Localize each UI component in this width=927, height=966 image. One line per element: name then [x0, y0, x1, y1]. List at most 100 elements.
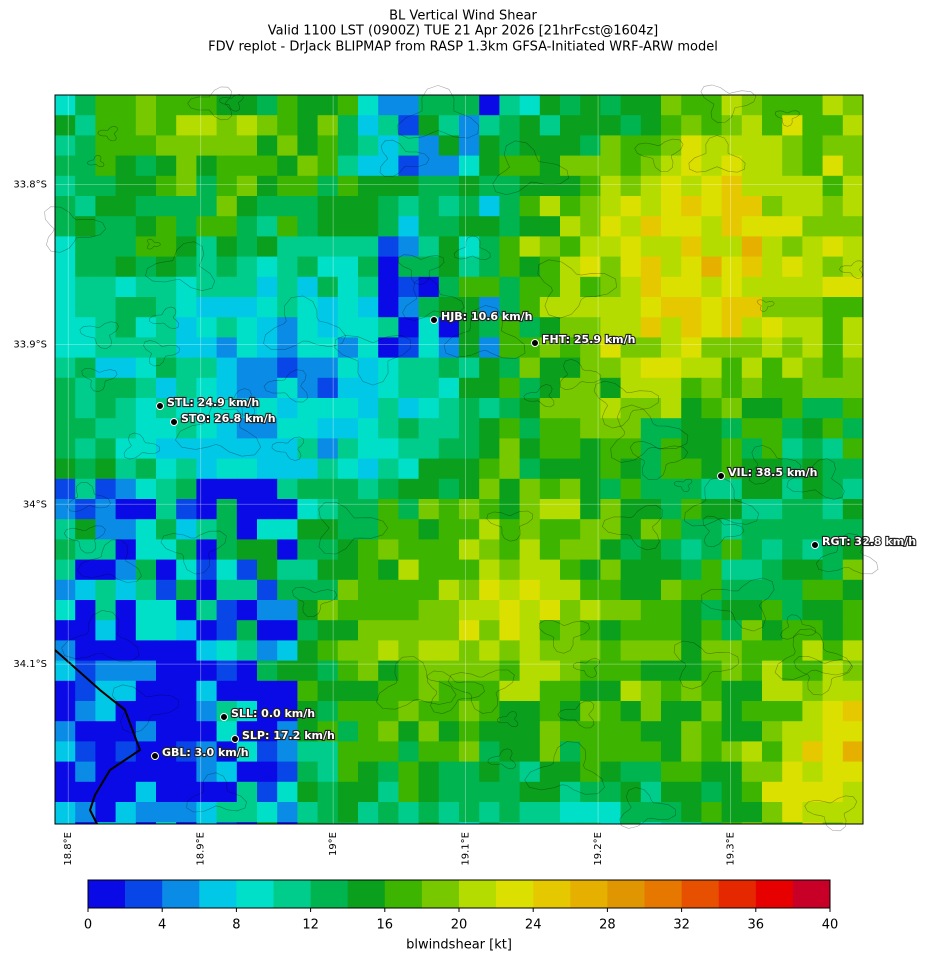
raster-cell: [620, 398, 642, 419]
raster-cell: [580, 761, 601, 783]
raster-cell: [842, 317, 864, 338]
raster-cell: [479, 680, 500, 702]
raster-cell: [156, 458, 177, 480]
raster-cell: [317, 398, 339, 419]
raster-cell: [236, 135, 258, 157]
raster-cell: [721, 377, 743, 399]
raster-cell: [257, 620, 278, 641]
raster-cell: [277, 377, 298, 399]
raster-cell: [398, 438, 420, 460]
raster-cell: [661, 276, 682, 298]
raster-cell: [560, 297, 581, 318]
raster-cell: [822, 620, 844, 641]
raster-cell: [741, 276, 763, 298]
raster-cell: [499, 721, 521, 742]
raster-cell: [95, 216, 117, 237]
raster-cell: [519, 499, 541, 520]
raster-cell: [378, 357, 399, 379]
raster-cell: [75, 579, 96, 601]
raster-cell: [661, 620, 682, 641]
raster-cell: [156, 155, 177, 177]
raster-cell: [337, 115, 359, 136]
x-tick-label: 19.1°E: [461, 832, 472, 866]
raster-cell: [580, 357, 601, 379]
raster-cell: [398, 175, 420, 197]
raster-cell: [216, 236, 238, 258]
colorbar-tick-label: 36: [748, 918, 765, 933]
raster-cell: [721, 680, 743, 702]
raster-cell: [620, 256, 642, 278]
raster-cell: [176, 761, 197, 783]
raster-cell: [600, 377, 622, 399]
raster-cell: [337, 458, 359, 480]
raster-cell: [418, 478, 440, 500]
raster-cell: [257, 559, 278, 581]
raster-cell: [620, 337, 642, 359]
raster-cell: [822, 95, 844, 116]
raster-cell: [459, 438, 480, 460]
raster-cell: [600, 357, 622, 379]
raster-cell: [721, 478, 743, 500]
raster-cell: [842, 741, 864, 763]
raster-cell: [277, 721, 298, 742]
raster-cell: [297, 216, 319, 237]
raster-cell: [358, 539, 379, 561]
raster-cell: [539, 337, 561, 359]
raster-cell: [55, 478, 76, 500]
raster-cell: [580, 276, 601, 298]
raster-cell: [297, 478, 319, 500]
raster-cell: [398, 135, 420, 157]
raster-cell: [560, 256, 581, 278]
raster-cell: [95, 418, 117, 439]
raster-cell: [176, 499, 197, 520]
raster-cell: [297, 721, 319, 742]
raster-cell: [539, 579, 561, 601]
contour: [701, 577, 775, 632]
raster-cell: [802, 660, 824, 682]
raster-cell: [539, 640, 561, 662]
colorbar-tick-label: 16: [377, 918, 394, 933]
raster-cell: [620, 357, 642, 379]
raster-cell: [600, 276, 622, 298]
colorbar-tick-label: 40: [822, 918, 839, 933]
raster-cell: [337, 741, 359, 763]
raster-cell: [479, 317, 500, 338]
raster-cell: [317, 640, 339, 662]
raster-cell: [398, 600, 420, 621]
raster-cell: [337, 499, 359, 520]
raster-cell: [842, 337, 864, 359]
raster-cell: [337, 680, 359, 702]
raster-cell: [115, 802, 137, 823]
raster-cell: [95, 196, 117, 217]
colorbar-swatch: [236, 880, 274, 908]
raster-cell: [317, 377, 339, 399]
raster-cell: [236, 478, 258, 500]
raster-cell: [802, 458, 824, 480]
raster-cell: [741, 438, 763, 460]
raster-cell: [802, 95, 824, 116]
raster-cell: [580, 660, 601, 682]
raster-cell: [539, 155, 561, 177]
contour: [97, 126, 118, 142]
raster-cell: [358, 478, 379, 500]
raster-cell: [519, 135, 541, 157]
raster-cell: [115, 680, 137, 702]
raster-cell: [156, 640, 177, 662]
raster-cell: [762, 478, 783, 500]
raster-cell: [216, 781, 238, 803]
raster-cell: [216, 620, 238, 641]
raster-cell: [580, 559, 601, 581]
raster-cell: [560, 236, 581, 258]
raster-cell: [95, 438, 117, 460]
raster-cell: [438, 276, 460, 298]
raster-cell: [317, 499, 339, 520]
raster-cell: [681, 701, 702, 722]
raster-cell: [499, 216, 521, 237]
raster-cell: [317, 761, 339, 783]
raster-cell: [640, 175, 662, 197]
raster-cell: [216, 135, 238, 157]
raster-cell: [499, 640, 521, 662]
raster-cell: [762, 579, 783, 601]
raster-cell: [196, 741, 218, 763]
raster-cell: [317, 559, 339, 581]
